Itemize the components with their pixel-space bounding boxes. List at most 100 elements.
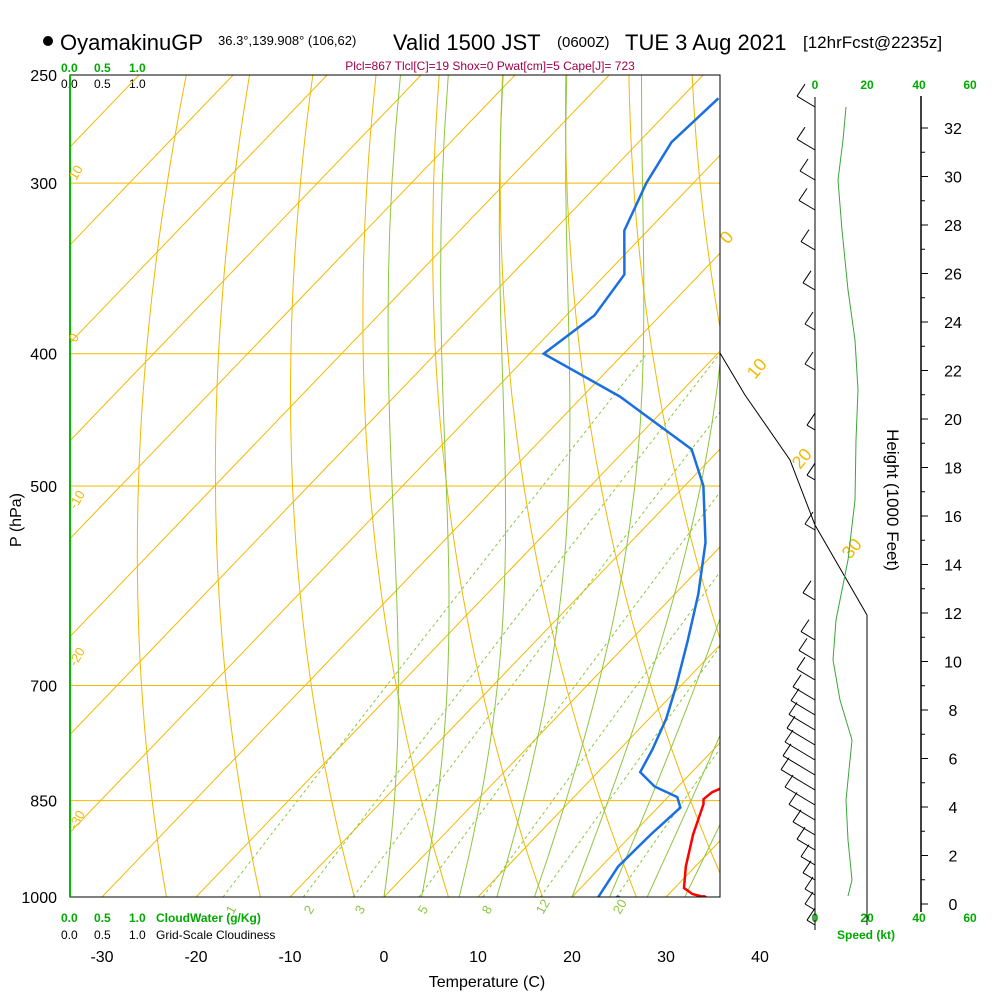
height-tick-label: 6 — [949, 752, 958, 769]
height-tick-label: 20 — [944, 412, 962, 429]
pressure-tick-label: 1000 — [21, 890, 57, 907]
wind-barb — [798, 649, 816, 661]
cloudiness-tick: 1.0 — [129, 928, 146, 942]
cloudiness-label: Grid-Scale Cloudiness — [156, 928, 275, 942]
cloudiness-tick: 1.0 — [129, 77, 146, 91]
wind-barb-flag — [798, 638, 808, 651]
dry-adiabat-line — [565, 75, 720, 875]
pressure-tick-label: 400 — [30, 347, 57, 364]
wind-barb — [806, 424, 816, 431]
wind-barb-flag — [804, 511, 814, 525]
wind-barb — [806, 474, 816, 481]
wind-barb-flag — [804, 351, 814, 365]
pressure-tick-label: 500 — [30, 479, 57, 496]
cloud-scale-bottom: 0.0 0.5 1.0 CloudWater (g/Kg) 0.0 0.5 1.… — [61, 911, 275, 942]
wind-barb-flag — [804, 891, 814, 905]
height-tick-label: 16 — [944, 509, 962, 526]
wind-barb — [796, 138, 816, 151]
cloudwater-tick: 0.0 — [61, 61, 78, 75]
mixing-ratio-label: 8 — [479, 903, 496, 917]
isotherm-line — [70, 75, 328, 344]
temperature-profile-line — [682, 787, 720, 897]
dry-adiabat-line — [755, 75, 1000, 897]
wind-barb — [790, 700, 816, 716]
wind-barb-flag — [784, 729, 794, 743]
isotherm-line — [70, 75, 422, 442]
wind-barb-flag — [802, 860, 812, 874]
cloudiness-tick: 0.5 — [94, 77, 111, 91]
wind-barb-flag — [780, 757, 790, 770]
cloud-scale-top: 0.0 0.5 1.0 0.0 0.5 1.0 — [61, 61, 146, 91]
wind-barb-flag — [788, 702, 798, 715]
height-axis-title: Height (1000 Feet) — [883, 429, 902, 571]
plot-boundary-line — [719, 352, 868, 925]
wind-barb-flag — [806, 412, 816, 426]
wind-barb-flag — [786, 715, 796, 729]
moist-adiabat-line — [609, 617, 720, 897]
dry-adiabat-line — [362, 75, 449, 897]
wind-profile — [719, 83, 868, 930]
speed-tick: 20 — [860, 78, 874, 92]
wind-barb-flag — [800, 844, 810, 857]
parcel-indices: Plcl=867 Tlcl[C]=19 Shox=0 Pwat[cm]=5 Ca… — [345, 59, 635, 73]
speed-tick: 60 — [963, 78, 977, 92]
x-axis-title: Temperature (C) — [429, 974, 545, 991]
forecast-label: [12hrFcst@2235z] — [803, 33, 942, 52]
station-coords: 36.3°,139.908° (106,62) — [218, 33, 356, 48]
wind-barb — [804, 888, 816, 896]
valid-time: Valid 1500 JST — [393, 30, 541, 55]
temperature-tick-label: -20 — [184, 949, 207, 966]
wind-barb — [784, 786, 816, 806]
temperature-tick-label: 30 — [657, 949, 675, 966]
height-tick-label: 18 — [944, 461, 962, 478]
moist-adiabat-line — [496, 75, 571, 897]
dry-adiabat-line — [136, 75, 187, 897]
cloudwater-tick: 0.5 — [94, 911, 111, 925]
temperature-tick-label: -10 — [278, 949, 301, 966]
dry-adiabat-line — [499, 75, 637, 897]
dry-adiabat-line — [214, 75, 261, 897]
wind-barb — [788, 803, 816, 821]
height-tick-label: 2 — [949, 849, 958, 866]
height-tick-label: 8 — [949, 703, 958, 720]
height-tick-label: 12 — [944, 606, 962, 623]
isotherm-label: 0 — [716, 227, 738, 248]
wind-barb — [796, 838, 816, 851]
mixing-ratio-line — [222, 353, 648, 897]
wind-barb — [798, 199, 816, 211]
y-axis-title: P (hPa) — [8, 493, 25, 547]
dry-adiabat-line — [945, 75, 1000, 897]
height-tick-label: 22 — [944, 364, 962, 381]
moist-adiabat-line — [383, 75, 401, 897]
height-tick-label: 4 — [949, 800, 958, 817]
dewpoint-profile-line — [541, 97, 720, 897]
wind-barb — [780, 769, 816, 791]
isotherm-label: -20 — [66, 645, 88, 669]
mixing-ratio-line — [482, 571, 720, 897]
wind-barb — [804, 323, 816, 331]
isotherm-line — [383, 546, 720, 897]
parcel-path-line — [830, 98, 1000, 677]
background-grid — [70, 75, 1000, 897]
speed-tick: 40 — [912, 78, 926, 92]
wind-barb-flag — [804, 876, 814, 890]
mixing-ratio-label: 12 — [533, 896, 553, 916]
speed-tick: 60 — [963, 911, 977, 925]
wind-barb — [804, 363, 816, 371]
moist-adiabat-line — [571, 359, 720, 897]
cloudwater-tick: 0.0 — [61, 911, 78, 925]
pressure-tick-label: 250 — [30, 68, 57, 85]
wind-barb — [786, 727, 816, 746]
wind-barb-flag — [796, 126, 806, 140]
speed-scale: 0 20 40 60 0 20 40 60 Speed (kt) — [812, 78, 977, 942]
isotherm-label: -30 — [66, 808, 88, 832]
moist-adiabat-line — [722, 75, 1000, 897]
wind-barb-flag — [800, 619, 810, 632]
wind-barb — [799, 170, 816, 181]
wind-barb-flag — [796, 656, 806, 670]
speed-tick: 0 — [812, 78, 819, 92]
cloudwater-tick: 1.0 — [129, 61, 146, 75]
wind-barb-flag — [796, 826, 806, 840]
surface-temperature-point — [700, 895, 708, 897]
